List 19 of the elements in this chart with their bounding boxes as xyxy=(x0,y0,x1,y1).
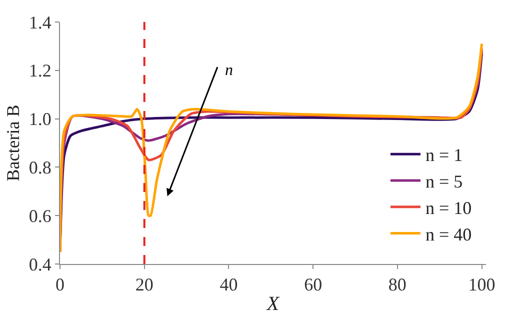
y-tick-label: 0.6 xyxy=(28,206,52,226)
x-tick-label: 0 xyxy=(56,274,64,295)
y-axis-title: Bacteria B xyxy=(3,104,24,182)
legend-label: n = 1 xyxy=(425,145,463,166)
y-tick-label: 0.8 xyxy=(28,158,52,178)
y-tick-label: 1.2 xyxy=(28,60,52,81)
x-axis-title: X xyxy=(266,293,280,316)
x-tick-label: 100 xyxy=(468,274,496,295)
x-tick-label: 80 xyxy=(388,274,406,295)
legend-label: n = 40 xyxy=(425,224,472,244)
y-tick-label: 0.4 xyxy=(28,254,52,274)
x-tick-label: 40 xyxy=(220,274,238,295)
annotation: n xyxy=(225,62,233,79)
x-tick-label: 60 xyxy=(304,274,322,295)
x-tick-label: 20 xyxy=(135,274,154,295)
y-tick-label: 1.4 xyxy=(28,12,52,32)
y-tick-label: 1.0 xyxy=(28,109,52,130)
legend-label: n = 10 xyxy=(425,198,472,218)
legend-label: n = 5 xyxy=(425,172,463,192)
